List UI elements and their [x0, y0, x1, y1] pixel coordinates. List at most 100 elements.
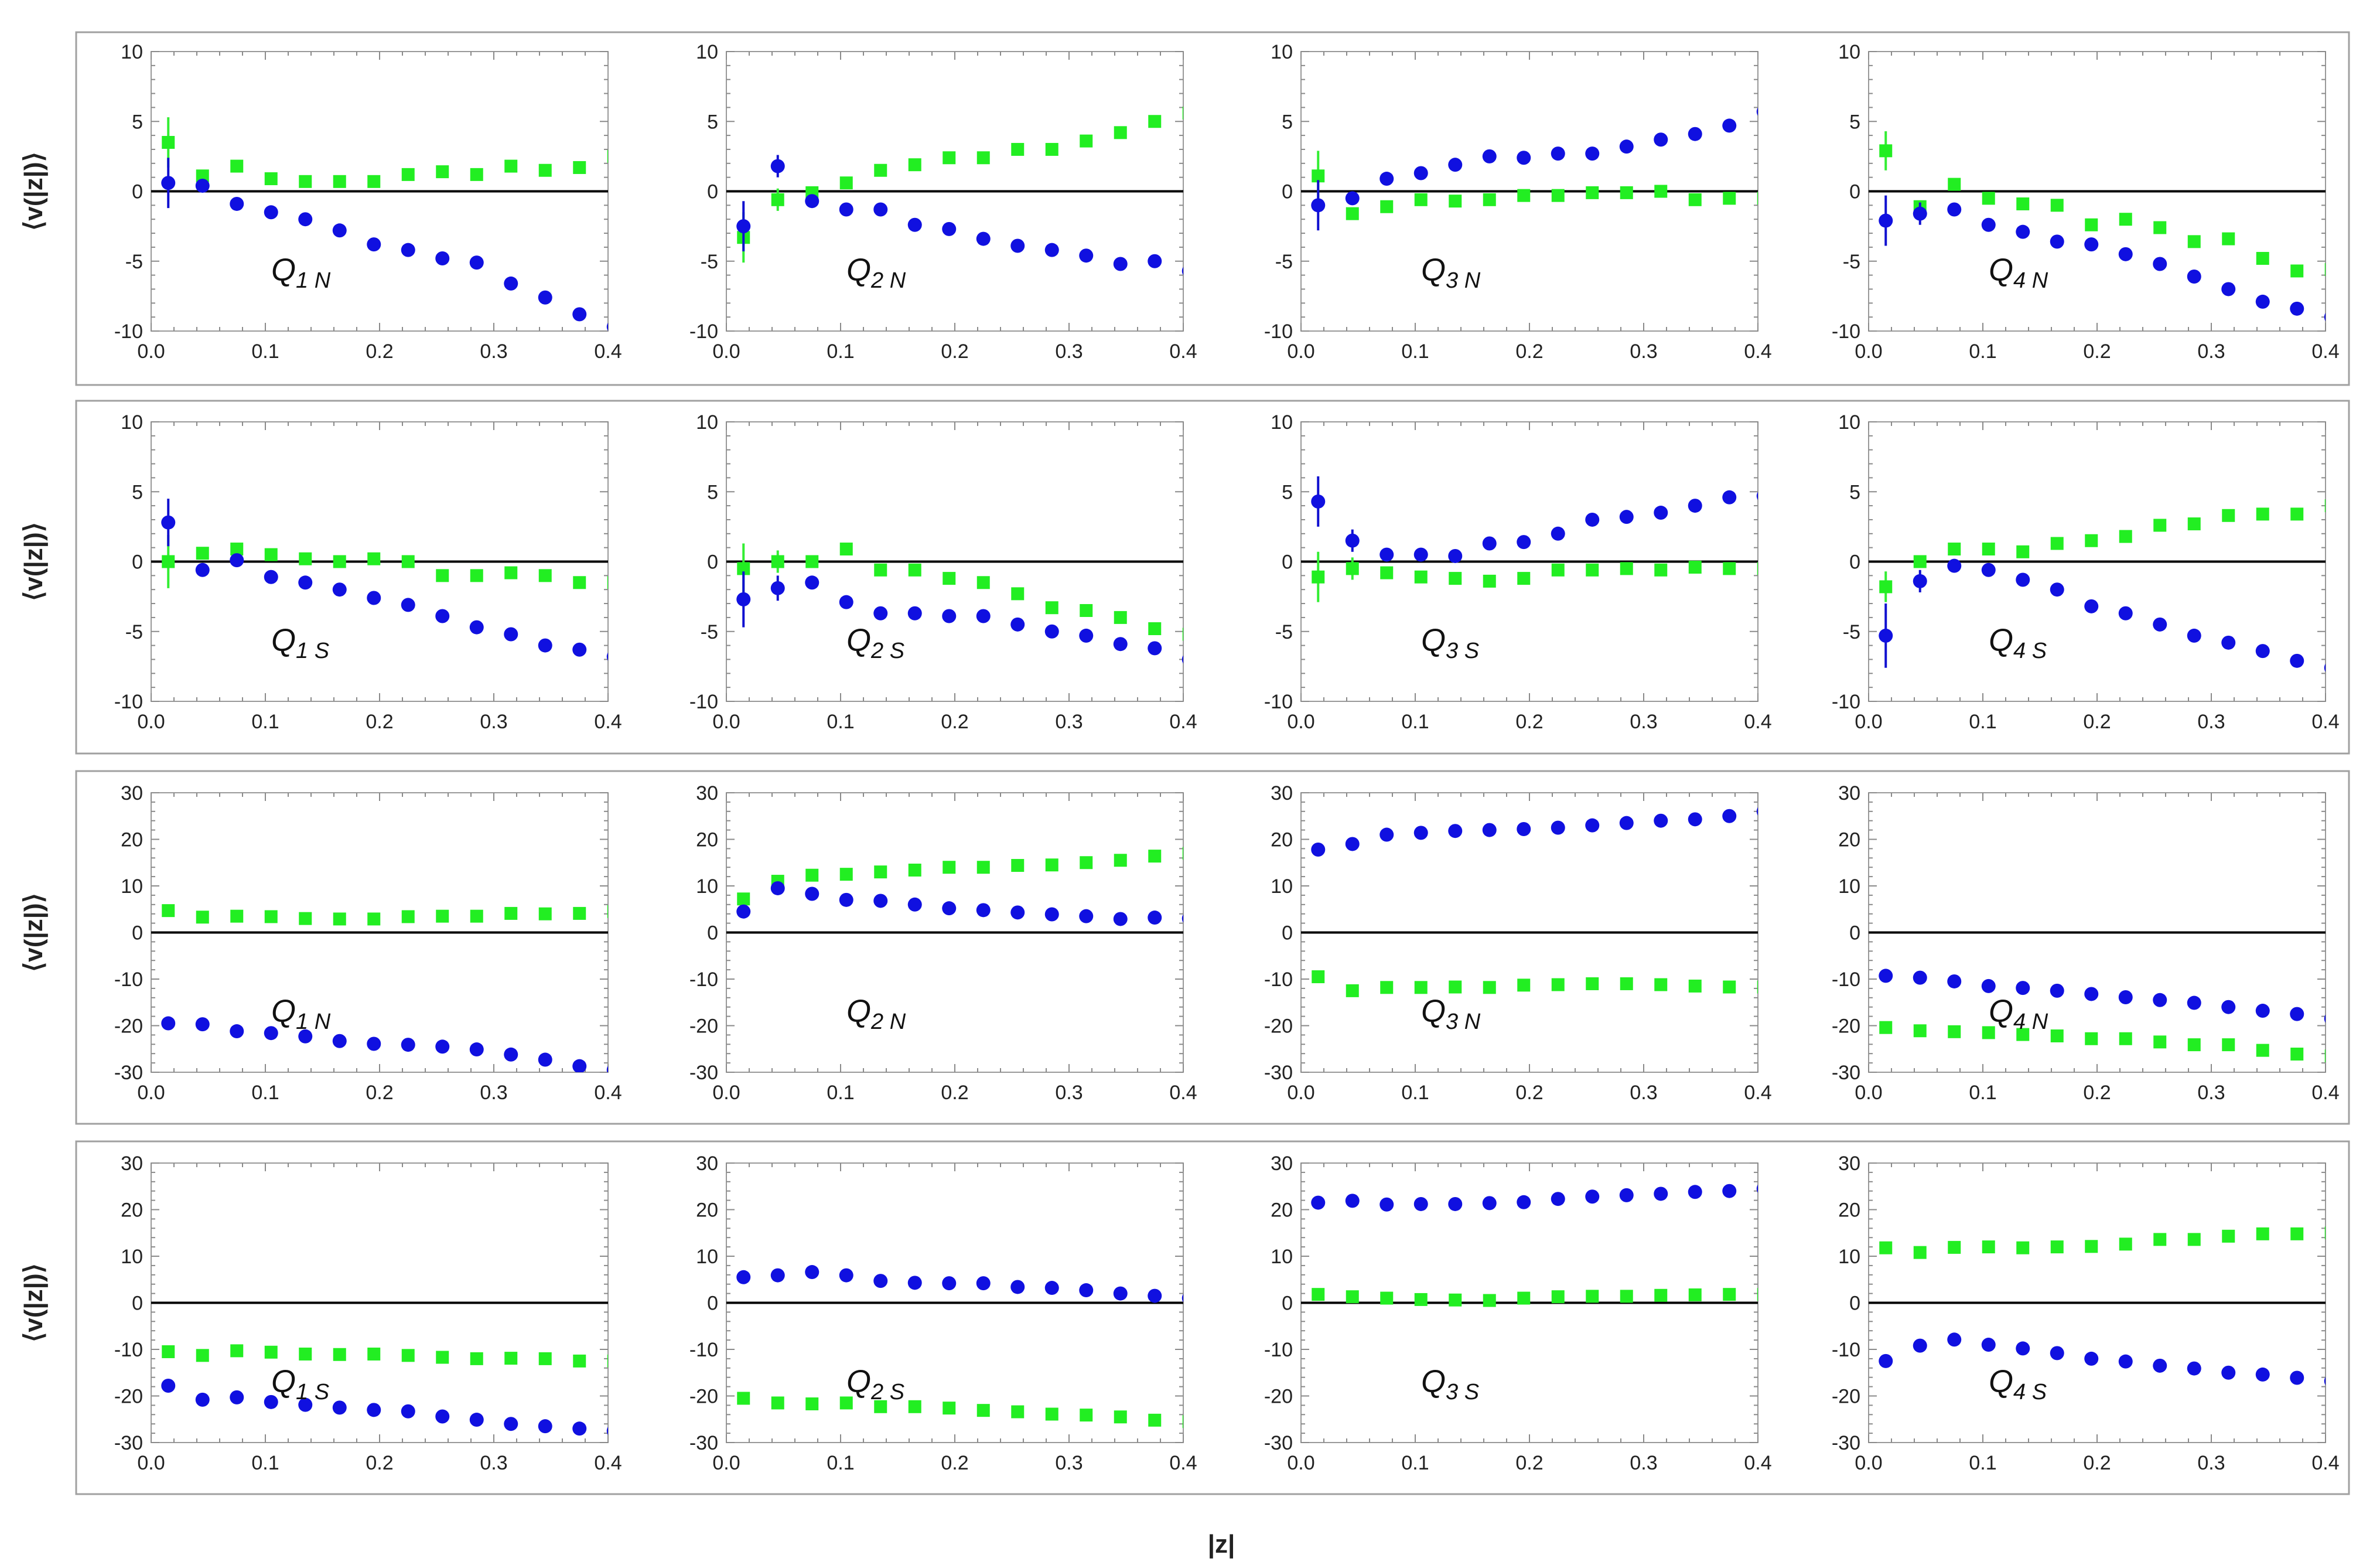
green-square-point	[1948, 1240, 1961, 1254]
green-square-point	[367, 912, 381, 926]
green-square-point	[1449, 572, 1462, 585]
blue-circle-point	[1722, 809, 1737, 823]
blue-circle-point	[195, 178, 210, 193]
blue-circle-point	[1148, 641, 1162, 656]
y-tick-label: 30	[1271, 782, 1293, 804]
blue-circle-point	[332, 1400, 347, 1415]
x-tick-label: 0.2	[2083, 1082, 2111, 1104]
green-square-point	[2256, 251, 2269, 265]
panel-2-4: 10 5 0 -5 -100.0 0.1 0.2 0.3 0.4 Q4 S	[1832, 411, 2340, 733]
green-square-point	[1182, 847, 1183, 860]
panel-3-4: 30 20 10 0 -10 -20 -300.0 0.1 0.2 0.3 0.4 Q4 N	[1832, 782, 2340, 1104]
blue-circle-point	[2016, 981, 2030, 995]
green-square-point	[2153, 1233, 2167, 1246]
green-square-point	[264, 1345, 278, 1359]
green-square-point	[2016, 545, 2030, 558]
blue-circle-point	[401, 243, 415, 257]
green-square-point	[908, 563, 921, 577]
green-square-point	[2290, 1227, 2304, 1240]
y-tick-label: -30	[1264, 1432, 1293, 1454]
y-tick-label: -5	[701, 251, 718, 273]
green-square-point	[1346, 562, 1359, 575]
y-tick-label: 0	[707, 1293, 718, 1315]
blue-circle-point	[195, 1017, 210, 1032]
y-tick-label: -30	[1832, 1062, 1860, 1084]
green-square-point	[470, 569, 483, 582]
panel-label: Q4 S	[1989, 1364, 2047, 1404]
y-tick-label: 0	[1849, 1293, 1860, 1315]
blue-circle-point	[2118, 247, 2133, 261]
blue-circle-point	[873, 202, 888, 217]
blue-circle-point	[1756, 107, 1758, 116]
x-tick-label: 0.1	[827, 1452, 854, 1474]
green-square-point	[2119, 1032, 2132, 1045]
data-layer	[161, 117, 608, 331]
green-square-point	[470, 168, 483, 181]
green-square-point	[908, 158, 921, 172]
green-square-point	[573, 1354, 586, 1368]
x-tick-label: 0.1	[1401, 340, 1429, 363]
y-tick-label: 30	[1838, 1153, 1860, 1175]
y-tick-label: 20	[1271, 1199, 1293, 1222]
row-frame	[75, 770, 2350, 1125]
green-square-point	[196, 547, 209, 560]
green-square-point	[874, 163, 887, 177]
y-tick-label: 0	[707, 181, 718, 203]
y-tick-label: -20	[1832, 1015, 1860, 1038]
green-square-point	[1551, 189, 1565, 202]
panel-1-4: 10 5 0 -5 -100.0 0.1 0.2 0.3 0.4 Q4 N	[1832, 41, 2340, 363]
x-tick-label: 0.3	[480, 1452, 507, 1474]
green-square-point	[401, 910, 415, 923]
green-square-point	[2290, 264, 2304, 278]
green-square-point	[1114, 611, 1127, 624]
blue-circle-point	[1688, 499, 1702, 513]
x-tick-label: 0.4	[1169, 340, 1197, 363]
y-tick-label: 10	[121, 875, 143, 898]
y-tick-label: -5	[701, 621, 718, 643]
y-tick-label: 20	[121, 829, 143, 851]
blue-circle-point	[1756, 1184, 1758, 1193]
green-square-point	[607, 1354, 608, 1368]
x-tick-label: 0.2	[941, 1452, 968, 1474]
green-square-point	[1586, 186, 1599, 199]
panel-label: Q2 N	[846, 253, 906, 293]
x-tick-label: 0.0	[1287, 1452, 1314, 1474]
y-tick-label: 30	[1838, 782, 1860, 804]
y-axis-title: ⟨v(|z|)⟩	[19, 1263, 49, 1342]
x-tick-label: 0.2	[941, 340, 968, 363]
blue-circle-point	[1619, 510, 1634, 524]
blue-circle-point	[2050, 582, 2064, 597]
y-tick-label: -10	[689, 691, 718, 713]
y-tick-label: -20	[1832, 1386, 1860, 1408]
blue-circle-point	[873, 894, 888, 908]
y-tick-label: -10	[1264, 320, 1293, 343]
green-square-point	[2256, 507, 2269, 521]
x-tick-label: 0.0	[712, 1082, 740, 1104]
green-square-point	[573, 906, 586, 920]
x-tick-label: 0.3	[2197, 711, 2225, 733]
blue-circle-point	[195, 562, 210, 577]
green-square-point	[737, 562, 750, 575]
panel-label-main: Q	[271, 994, 296, 1029]
green-square-point	[1380, 566, 1394, 579]
blue-circle-point	[1044, 907, 1059, 922]
y-tick-label: 0	[132, 551, 143, 574]
y-tick-label: -10	[689, 969, 718, 991]
green-square-point	[1723, 980, 1736, 994]
blue-circle-point	[805, 194, 819, 209]
blue-circle-point	[1688, 1185, 1702, 1199]
blue-circle-point	[873, 1274, 888, 1288]
green-square-point	[1913, 555, 1927, 568]
green-square-point	[2222, 509, 2235, 522]
panel-label-main: Q	[846, 1364, 871, 1399]
green-square-point	[162, 904, 175, 918]
green-square-point	[2085, 1240, 2098, 1253]
blue-circle-point	[1182, 914, 1183, 923]
x-tick-label: 0.4	[594, 1082, 622, 1104]
green-square-point	[1948, 543, 1961, 556]
blue-circle-point	[2153, 1358, 2167, 1373]
blue-circle-point	[1010, 617, 1025, 632]
y-tick-label: -5	[125, 251, 143, 273]
green-square-point	[2050, 1240, 2064, 1254]
blue-circle-point	[2016, 572, 2030, 587]
